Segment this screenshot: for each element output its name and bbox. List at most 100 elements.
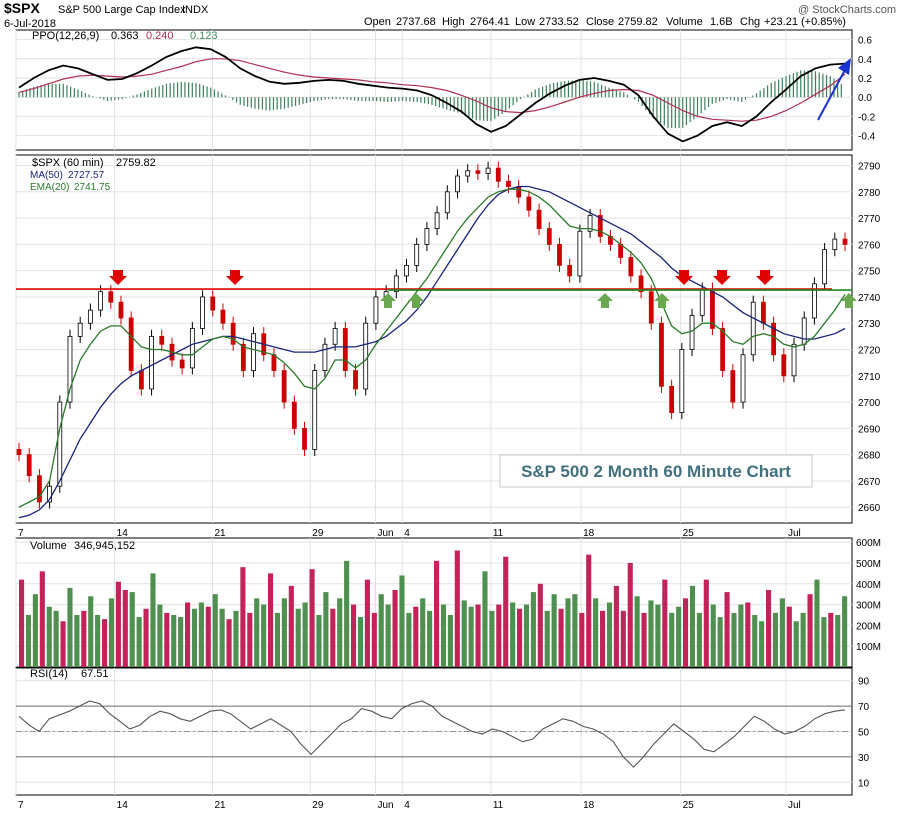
volume-bar bbox=[143, 608, 149, 667]
candle-body bbox=[57, 401, 63, 487]
volume-bar bbox=[406, 612, 412, 667]
volume-bar bbox=[683, 598, 689, 667]
candle-body bbox=[302, 427, 307, 450]
candle-body bbox=[26, 454, 32, 477]
red-down-arrow bbox=[713, 270, 731, 285]
low-label: Low bbox=[515, 16, 535, 28]
volume-bar bbox=[593, 598, 599, 667]
volume-bar bbox=[676, 606, 682, 667]
ppo-legend-histogram: 0.123 bbox=[190, 30, 218, 42]
y-tick-label: 2790 bbox=[858, 162, 881, 173]
y-tick-label: 2770 bbox=[858, 214, 881, 225]
candle-body bbox=[77, 322, 83, 337]
volume-bar bbox=[95, 614, 101, 667]
chart-exchange: INDX bbox=[182, 4, 209, 16]
volume-bar bbox=[171, 614, 177, 667]
volume-bar bbox=[503, 556, 509, 667]
volume-bar bbox=[835, 614, 841, 667]
volume-bar bbox=[772, 612, 779, 667]
open-value: 2737.68 bbox=[396, 16, 436, 28]
y-tick-label: -0.2 bbox=[858, 112, 876, 123]
volume-bar bbox=[627, 562, 633, 667]
volume-bar bbox=[648, 600, 654, 667]
candle-body bbox=[577, 230, 583, 277]
watermark: @ StockCharts.com bbox=[798, 4, 896, 16]
volume-bar bbox=[164, 612, 170, 667]
volume-bar bbox=[205, 606, 211, 667]
y-tick-label: 2780 bbox=[858, 188, 881, 199]
volume-bar bbox=[136, 617, 142, 667]
candle-body bbox=[404, 264, 409, 277]
volume-bar bbox=[330, 608, 336, 667]
chart-date: 6-Jul-2018 bbox=[4, 18, 56, 30]
candle-body bbox=[87, 309, 93, 324]
volume-bar bbox=[185, 602, 191, 667]
volume-bar bbox=[261, 604, 267, 667]
candle-body bbox=[801, 317, 807, 345]
candle-body bbox=[159, 335, 165, 345]
price-legend-value: 2759.82 bbox=[116, 157, 156, 169]
candle-body bbox=[291, 401, 297, 429]
chg-value: +23.21 (+0.85%) bbox=[764, 16, 846, 28]
y-tick-label: 2760 bbox=[858, 240, 881, 251]
green-up-arrow bbox=[380, 293, 396, 308]
volume-bar bbox=[793, 621, 799, 667]
candle-body bbox=[353, 370, 358, 390]
y-tick-label: 0.4 bbox=[858, 55, 872, 66]
volume-bar bbox=[821, 617, 827, 667]
volume-bar bbox=[67, 587, 73, 667]
x-tick-label: 29 bbox=[312, 528, 324, 539]
candle-body bbox=[47, 485, 52, 503]
candle-body bbox=[648, 291, 654, 324]
volume-bar bbox=[738, 604, 744, 667]
chart-title-text: S&P 500 2 Month 60 Minute Chart bbox=[521, 462, 791, 481]
volume-bar bbox=[88, 596, 94, 667]
y-tick-label: 50 bbox=[858, 728, 870, 739]
volume-bar bbox=[461, 600, 467, 667]
candle-body bbox=[597, 215, 603, 237]
green-up-arrow bbox=[597, 293, 613, 308]
volume-bar bbox=[558, 608, 564, 667]
volume-bar bbox=[39, 571, 45, 667]
red-down-arrow bbox=[675, 270, 693, 285]
y-tick-label: 600M bbox=[856, 538, 881, 549]
green-up-arrow bbox=[841, 293, 857, 308]
volume-bar bbox=[703, 579, 709, 667]
candle-body bbox=[414, 243, 420, 266]
volume-bar bbox=[150, 573, 156, 667]
title-box-frame bbox=[499, 454, 813, 488]
candle-body bbox=[546, 228, 552, 245]
volume-bar bbox=[489, 610, 495, 667]
candle-body bbox=[638, 275, 644, 293]
green-up-arrow bbox=[408, 293, 424, 308]
open-label: Open bbox=[364, 16, 391, 28]
volume-bar bbox=[357, 617, 364, 667]
volume-bar bbox=[496, 604, 502, 667]
volume-legend: Volume 346,945,152 bbox=[30, 540, 135, 552]
volume-bar bbox=[752, 614, 758, 667]
volume-bar bbox=[427, 610, 433, 667]
candle-body bbox=[730, 370, 736, 403]
x-tick-label: Jun bbox=[377, 800, 393, 811]
candle-body bbox=[230, 322, 236, 345]
candle-body bbox=[251, 333, 256, 371]
volume-bar bbox=[32, 594, 38, 667]
volume-bar bbox=[786, 606, 792, 667]
chart-name: S&P 500 Large Cap Index bbox=[58, 4, 186, 16]
volume-bar bbox=[759, 621, 765, 667]
volume-bar bbox=[641, 612, 647, 667]
candle-body bbox=[495, 167, 501, 182]
candle-body bbox=[220, 309, 226, 324]
volume-bar bbox=[281, 598, 287, 667]
x-tick-label: Jul bbox=[788, 528, 801, 539]
high-value: 2764.41 bbox=[470, 16, 510, 28]
candle-body bbox=[200, 296, 205, 329]
volume-bar bbox=[212, 594, 218, 667]
x-tick-label: Jun bbox=[377, 528, 393, 539]
red-down-arrow bbox=[109, 270, 127, 285]
volume-bar bbox=[710, 604, 716, 667]
candle-body bbox=[720, 328, 726, 371]
candle-body bbox=[679, 349, 685, 413]
y-tick-label: 0.2 bbox=[858, 74, 872, 85]
